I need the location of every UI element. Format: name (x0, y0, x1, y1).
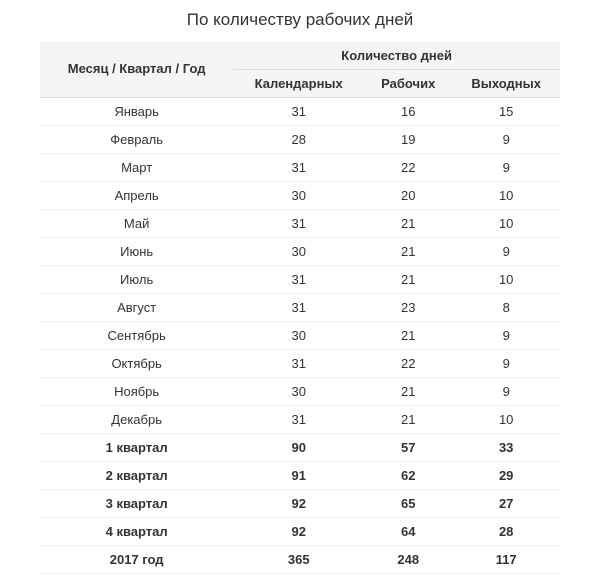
cell-working: 65 (364, 490, 452, 518)
table-header: Месяц / Квартал / Год Количество дней Ка… (40, 42, 560, 98)
cell-weekend: 10 (452, 210, 560, 238)
cell-period: Август (40, 294, 233, 322)
cell-calendar: 92 (233, 490, 364, 518)
cell-period: 1 квартал (40, 434, 233, 462)
cell-period: Февраль (40, 126, 233, 154)
cell-working: 21 (364, 238, 452, 266)
header-working: Рабочих (364, 70, 452, 98)
cell-working: 20 (364, 182, 452, 210)
cell-period: Июнь (40, 238, 233, 266)
cell-period: Апрель (40, 182, 233, 210)
cell-weekend: 10 (452, 182, 560, 210)
cell-working: 21 (364, 378, 452, 406)
cell-weekend: 8 (452, 294, 560, 322)
cell-weekend: 9 (452, 378, 560, 406)
cell-calendar: 30 (233, 378, 364, 406)
days-table: Месяц / Квартал / Год Количество дней Ка… (40, 42, 560, 574)
cell-working: 21 (364, 266, 452, 294)
cell-period: Декабрь (40, 406, 233, 434)
cell-weekend: 29 (452, 462, 560, 490)
cell-calendar: 31 (233, 294, 364, 322)
table-row: Январь311615 (40, 98, 560, 126)
cell-weekend: 27 (452, 490, 560, 518)
cell-weekend: 9 (452, 238, 560, 266)
cell-working: 22 (364, 154, 452, 182)
table-row: Октябрь31229 (40, 350, 560, 378)
cell-weekend: 10 (452, 266, 560, 294)
table-row: Апрель302010 (40, 182, 560, 210)
cell-calendar: 90 (233, 434, 364, 462)
cell-calendar: 31 (233, 406, 364, 434)
table-row: 1 квартал905733 (40, 434, 560, 462)
cell-weekend: 9 (452, 154, 560, 182)
cell-working: 16 (364, 98, 452, 126)
page-title: По количеству рабочих дней (40, 10, 560, 30)
cell-calendar: 91 (233, 462, 364, 490)
cell-working: 21 (364, 406, 452, 434)
cell-calendar: 31 (233, 154, 364, 182)
cell-working: 62 (364, 462, 452, 490)
cell-working: 23 (364, 294, 452, 322)
cell-working: 57 (364, 434, 452, 462)
table-row: 2 квартал916229 (40, 462, 560, 490)
cell-weekend: 10 (452, 406, 560, 434)
table-row: 4 квартал926428 (40, 518, 560, 546)
cell-weekend: 9 (452, 350, 560, 378)
cell-period: Октябрь (40, 350, 233, 378)
table-body: Январь311615Февраль28199Март31229Апрель3… (40, 98, 560, 574)
table-row: 3 квартал926527 (40, 490, 560, 518)
table-row: Сентябрь30219 (40, 322, 560, 350)
cell-period: 2 квартал (40, 462, 233, 490)
table-row: Ноябрь30219 (40, 378, 560, 406)
cell-calendar: 31 (233, 266, 364, 294)
cell-period: Ноябрь (40, 378, 233, 406)
cell-working: 64 (364, 518, 452, 546)
cell-period: Январь (40, 98, 233, 126)
cell-calendar: 92 (233, 518, 364, 546)
header-weekend: Выходных (452, 70, 560, 98)
cell-working: 22 (364, 350, 452, 378)
table-row: Июнь30219 (40, 238, 560, 266)
cell-calendar: 31 (233, 350, 364, 378)
cell-weekend: 117 (452, 546, 560, 574)
cell-period: 3 квартал (40, 490, 233, 518)
cell-working: 21 (364, 210, 452, 238)
cell-weekend: 9 (452, 322, 560, 350)
table-row: 2017 год365248117 (40, 546, 560, 574)
cell-weekend: 9 (452, 126, 560, 154)
header-period: Месяц / Квартал / Год (40, 42, 233, 98)
cell-calendar: 30 (233, 238, 364, 266)
cell-weekend: 15 (452, 98, 560, 126)
table-row: Май312110 (40, 210, 560, 238)
table-row: Декабрь312110 (40, 406, 560, 434)
header-calendar: Календарных (233, 70, 364, 98)
cell-working: 19 (364, 126, 452, 154)
cell-period: Июль (40, 266, 233, 294)
cell-period: Сентябрь (40, 322, 233, 350)
cell-calendar: 28 (233, 126, 364, 154)
cell-calendar: 31 (233, 98, 364, 126)
cell-calendar: 30 (233, 322, 364, 350)
cell-calendar: 30 (233, 182, 364, 210)
cell-weekend: 28 (452, 518, 560, 546)
table-row: Июль312110 (40, 266, 560, 294)
table-row: Февраль28199 (40, 126, 560, 154)
table-row: Март31229 (40, 154, 560, 182)
cell-calendar: 365 (233, 546, 364, 574)
cell-period: 4 квартал (40, 518, 233, 546)
header-days-group: Количество дней (233, 42, 560, 70)
cell-weekend: 33 (452, 434, 560, 462)
table-row: Август31238 (40, 294, 560, 322)
cell-working: 248 (364, 546, 452, 574)
cell-period: 2017 год (40, 546, 233, 574)
cell-working: 21 (364, 322, 452, 350)
cell-calendar: 31 (233, 210, 364, 238)
cell-period: Май (40, 210, 233, 238)
cell-period: Март (40, 154, 233, 182)
